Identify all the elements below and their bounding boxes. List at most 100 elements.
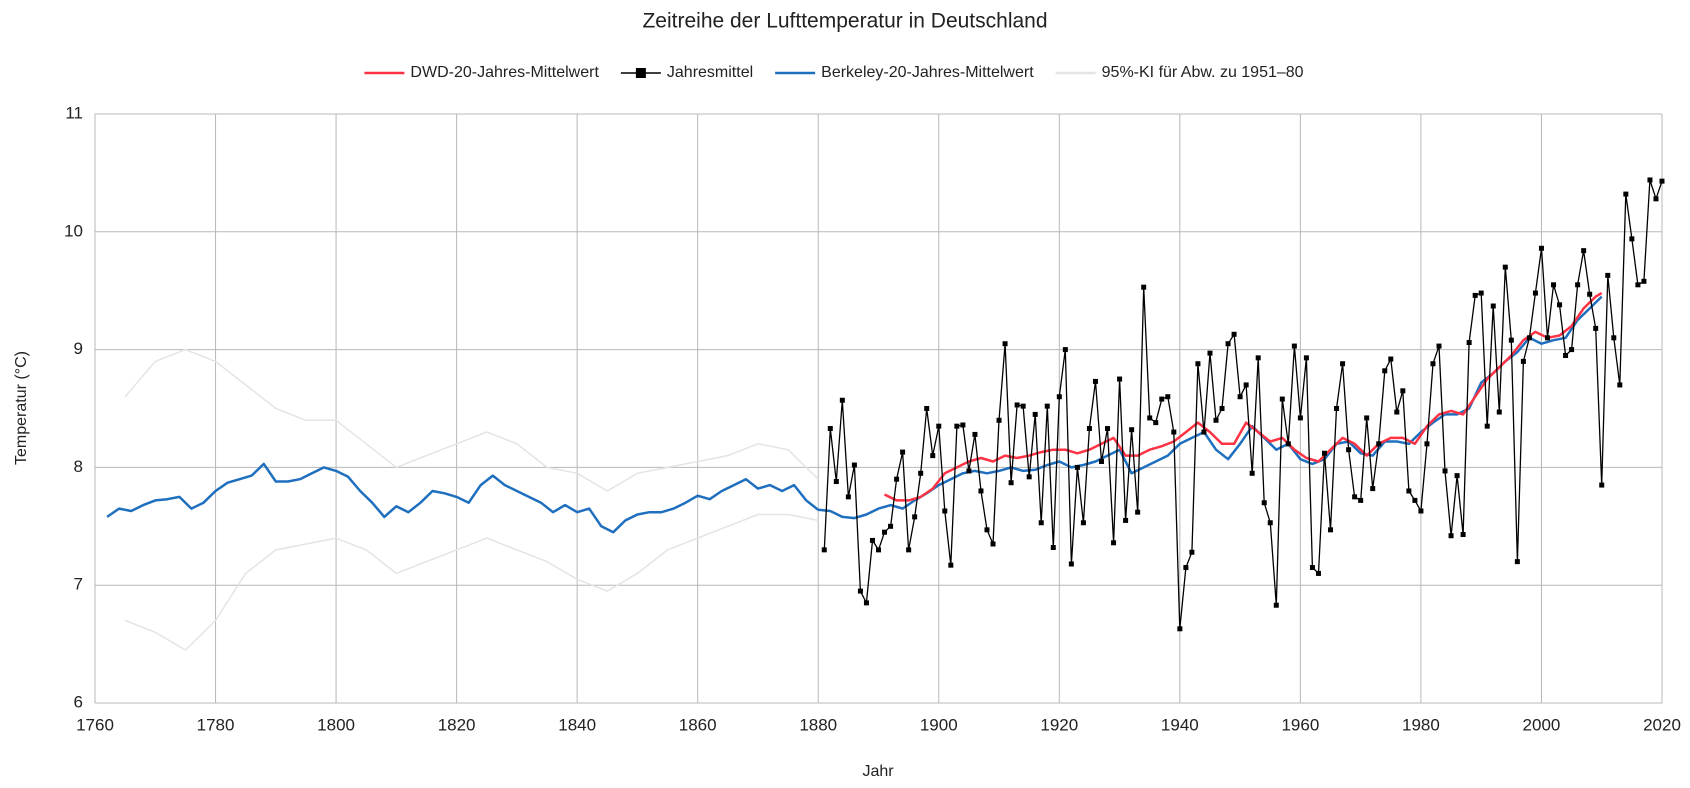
data-point <box>924 406 930 411</box>
data-point <box>984 527 990 533</box>
legend-label: Berkeley-20-Jahres-Mittelwert <box>821 64 1034 81</box>
data-point <box>1635 282 1641 288</box>
x-tick-label: 2020 <box>1643 715 1681 734</box>
data-point <box>839 397 845 403</box>
data-point <box>1309 565 1315 571</box>
data-point <box>1466 340 1472 346</box>
data-point <box>894 476 900 482</box>
data-point <box>1472 292 1478 298</box>
data-point <box>1249 470 1255 476</box>
y-tick-label: 10 <box>64 221 83 240</box>
data-point <box>1141 284 1147 290</box>
data-point <box>1165 394 1171 400</box>
data-point <box>1321 450 1327 456</box>
data-point <box>918 470 924 476</box>
data-point <box>1050 545 1056 551</box>
data-point <box>1436 343 1442 349</box>
data-point <box>1297 415 1303 421</box>
data-point <box>1267 520 1273 526</box>
data-point <box>1581 248 1587 254</box>
data-point <box>1171 429 1177 435</box>
y-tick-label: 9 <box>74 339 83 358</box>
data-point <box>936 423 942 429</box>
data-point <box>821 547 827 553</box>
data-point <box>1135 509 1141 515</box>
data-point <box>1315 570 1321 576</box>
legend-label: DWD-20-Jahres-Mittelwert <box>410 64 599 81</box>
data-point <box>1080 520 1086 526</box>
y-tick-label: 6 <box>74 692 83 711</box>
data-point <box>1068 561 1074 567</box>
data-point <box>1014 402 1020 408</box>
data-point <box>1026 474 1032 480</box>
data-point <box>1406 488 1412 494</box>
data-point <box>1478 290 1484 296</box>
data-point <box>1599 482 1605 488</box>
y-tick-label: 11 <box>65 103 83 122</box>
data-point <box>1641 278 1647 284</box>
data-point <box>1593 325 1599 331</box>
data-point <box>1388 356 1394 362</box>
ci-upper-line <box>124 348 819 492</box>
data-point <box>1237 394 1243 400</box>
data-point <box>1424 441 1430 447</box>
data-point <box>827 426 833 432</box>
data-point <box>1460 532 1466 538</box>
data-point <box>869 537 875 543</box>
data-point <box>1484 423 1490 429</box>
data-point <box>1285 441 1291 447</box>
data-point <box>1605 272 1611 278</box>
x-tick-label: 1780 <box>197 715 235 734</box>
data-point <box>1213 417 1219 423</box>
data-point <box>1653 196 1659 202</box>
ci-lower-line <box>124 513 819 651</box>
data-point <box>1538 245 1544 251</box>
data-point <box>1117 376 1123 382</box>
data-point <box>1153 420 1159 426</box>
data-point <box>966 468 972 474</box>
data-point <box>1273 602 1279 608</box>
data-point <box>1123 517 1129 523</box>
data-point <box>972 431 978 437</box>
data-point <box>960 422 966 428</box>
data-point <box>1074 464 1080 470</box>
data-point <box>996 417 1002 423</box>
data-point <box>833 479 839 485</box>
data-point <box>1526 335 1532 341</box>
data-point <box>1647 177 1653 183</box>
data-point <box>882 529 888 535</box>
data-point <box>1189 549 1195 555</box>
data-point <box>1195 361 1201 367</box>
data-point <box>912 514 918 520</box>
data-point <box>1243 382 1249 388</box>
data-point <box>978 488 984 494</box>
data-point <box>1508 337 1514 343</box>
data-point <box>1520 358 1526 364</box>
data-point <box>990 541 996 547</box>
data-point <box>1502 264 1508 270</box>
data-point <box>1002 341 1008 347</box>
data-point <box>1496 409 1502 415</box>
data-point <box>1159 396 1165 402</box>
data-point <box>1056 394 1062 400</box>
data-point <box>1044 403 1050 409</box>
data-point <box>1611 335 1617 341</box>
data-point <box>851 462 857 468</box>
data-point <box>1376 441 1382 447</box>
data-point <box>1430 361 1436 367</box>
x-axis-label: Jahr <box>862 763 894 780</box>
data-point <box>1412 497 1418 503</box>
x-tick-label: 1760 <box>76 715 114 734</box>
x-tick-label: 1900 <box>920 715 958 734</box>
legend-label: 95%-KI für Abw. zu 1951–80 <box>1102 64 1304 81</box>
x-tick-label: 2000 <box>1523 715 1561 734</box>
data-point <box>1370 486 1376 492</box>
data-point <box>1454 473 1460 479</box>
x-tick-label: 1940 <box>1161 715 1199 734</box>
data-point <box>1201 429 1207 435</box>
data-point <box>942 508 948 514</box>
data-point <box>845 494 851 500</box>
data-point <box>1008 480 1014 486</box>
data-point <box>1382 368 1388 374</box>
